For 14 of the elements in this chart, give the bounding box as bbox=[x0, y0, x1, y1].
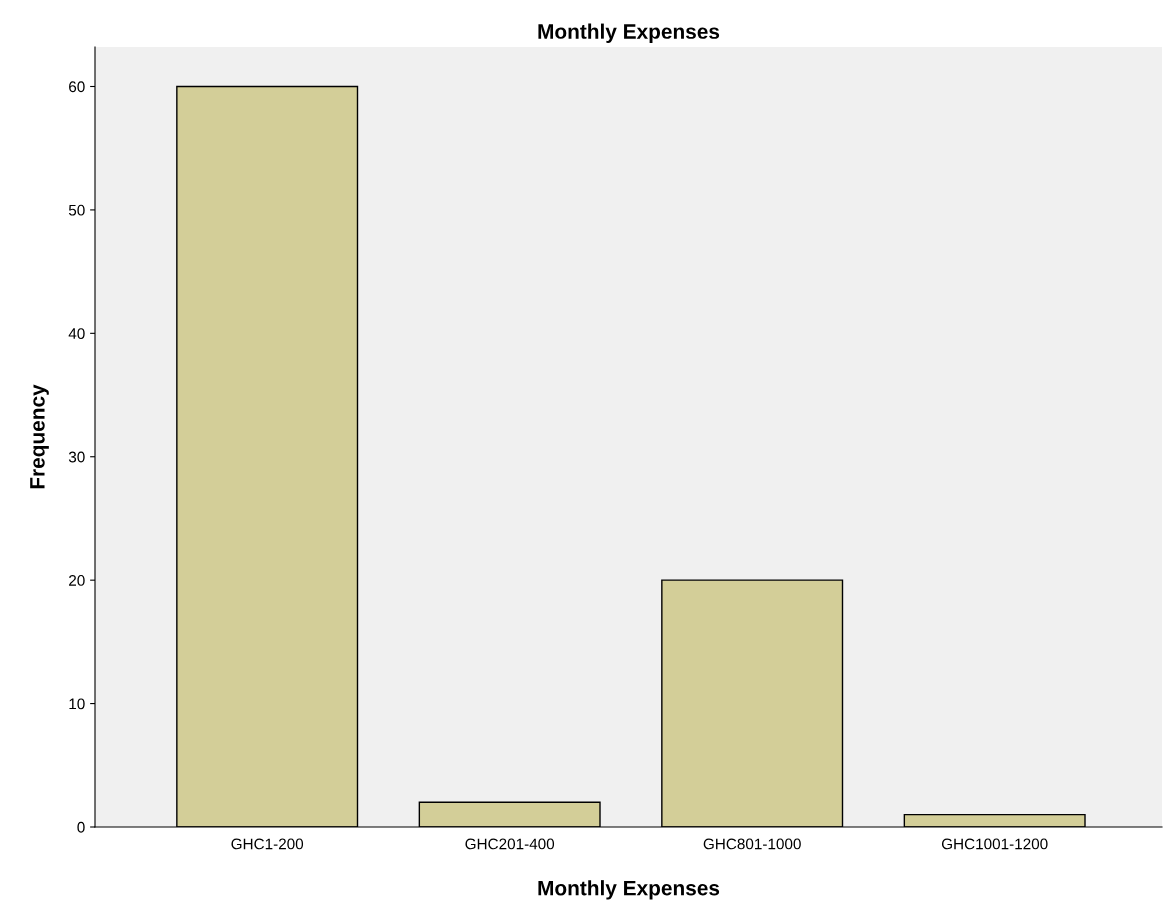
y-tick-label: 60 bbox=[69, 81, 85, 93]
y-tick-label: 40 bbox=[68, 328, 85, 340]
y-tick-label: 50 bbox=[68, 204, 85, 216]
x-tick-label: GHC1-200 bbox=[231, 838, 304, 850]
x-axis-title: Monthly Expenses bbox=[538, 880, 720, 900]
x-tick-label: GHC201-400 bbox=[465, 838, 555, 850]
y-axis-title: Frequency bbox=[30, 384, 49, 489]
x-tick-label: GHC801-1000 bbox=[703, 838, 801, 850]
chart-title: Monthly Expenses bbox=[538, 23, 720, 43]
y-tick-label: 30 bbox=[68, 451, 85, 463]
x-tick-label: GHC1001-1200 bbox=[941, 838, 1048, 850]
y-tick-label: 10 bbox=[69, 698, 85, 710]
y-tick-label: 20 bbox=[69, 575, 85, 586]
y-tick-label: 0 bbox=[77, 821, 85, 833]
